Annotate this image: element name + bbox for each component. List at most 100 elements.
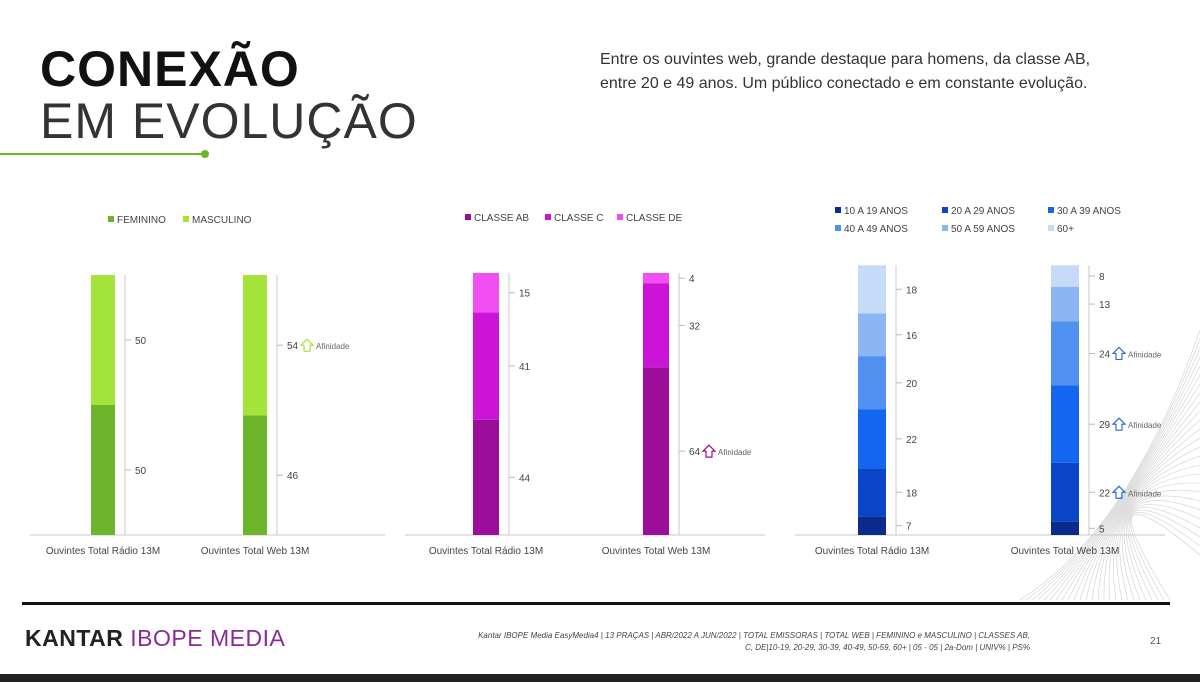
legend-swatch (1048, 225, 1054, 231)
legend-label: 30 A 39 ANOS (1057, 206, 1121, 217)
legend-label: 20 A 29 ANOS (951, 206, 1015, 217)
bar-segment (1051, 265, 1079, 287)
bar-segment (1051, 385, 1079, 463)
chart-3: 10 A 19 ANOS 20 A 29 ANOS 30 A 39 ANOS 40 A… (795, 206, 1165, 557)
legend-label: CLASSE C (554, 213, 603, 224)
accent-divider (0, 153, 205, 155)
accent-dot (201, 150, 209, 158)
decorative-line (1037, 356, 1200, 600)
source-note: Kantar IBOPE Media EasyMedia4 | 13 PRAÇA… (478, 631, 1030, 652)
kantar-logo: KANTAR IBOPE MEDIA (25, 625, 285, 652)
bottom-bar (0, 674, 1200, 682)
up-arrow-icon (1111, 417, 1127, 431)
annotation-label: Afinidade (1128, 489, 1162, 498)
chart-2: CLASSE AB CLASSE C CLASSE DE 44 41 15 Ouvintes… (405, 213, 765, 557)
legend-label: 50 A 59 ANOS (951, 224, 1015, 235)
up-arrow-icon (1111, 485, 1127, 499)
bar-segment (243, 415, 267, 535)
data-label: 16 (906, 331, 918, 342)
data-label: 24 (1099, 349, 1111, 360)
bar-segment (91, 275, 115, 405)
decorative-line (1103, 455, 1200, 600)
decorative-line (1091, 437, 1200, 600)
legend-swatch (835, 225, 841, 231)
bar-segment (1051, 462, 1079, 522)
decorative-line (1055, 383, 1200, 600)
legend-swatch (183, 216, 189, 222)
bar-segment (858, 265, 886, 314)
bar-segment (858, 356, 886, 410)
bar-segment (643, 273, 669, 284)
data-label: 50 (135, 336, 147, 347)
up-arrow-icon (701, 444, 717, 458)
data-label: 20 (906, 379, 918, 390)
annotation-label: Afinidade (1128, 421, 1162, 430)
bar-segment (1051, 321, 1079, 386)
data-label: 4 (689, 274, 695, 285)
category-label: Ouvintes Total Rádio 13M (429, 546, 543, 557)
legend-label: CLASSE DE (626, 213, 682, 224)
annotation-label: Afinidade (718, 448, 752, 457)
data-label: 32 (689, 321, 701, 332)
annotation-label: Afinidade (1128, 350, 1162, 359)
bar-segment (643, 367, 669, 535)
bar-segment (643, 283, 669, 368)
decorative-line (1079, 419, 1200, 600)
decorative-line (1031, 347, 1200, 600)
legend-label: FEMININO (117, 215, 166, 226)
data-label: 8 (1099, 272, 1105, 283)
footer-divider (22, 602, 1170, 605)
bar-segment (473, 419, 499, 535)
chart-1: FEMININO MASCULINO 50 50 Ouvintes Total Rádi… (30, 215, 385, 557)
legend-label: CLASSE AB (474, 213, 529, 224)
bar-segment (1051, 286, 1079, 322)
category-label: Ouvintes Total Rádio 13M (815, 546, 929, 557)
legend-label: 40 A 49 ANOS (844, 224, 908, 235)
legend-swatch (617, 214, 623, 220)
data-label: 13 (1099, 300, 1111, 311)
legend-label: MASCULINO (192, 215, 252, 226)
bar-segment (473, 312, 499, 420)
legend-swatch (835, 207, 841, 213)
up-arrow-icon (299, 338, 315, 352)
decorative-lines (1019, 329, 1200, 600)
decorative-line (1108, 464, 1200, 600)
legend-swatch (108, 216, 114, 222)
decorative-line (1113, 473, 1200, 600)
up-arrow-icon (1111, 346, 1127, 361)
intro-text: Entre os ouvintes web, grande destaque p… (600, 51, 1091, 92)
decorative-line (1127, 507, 1200, 600)
data-label: 22 (906, 435, 918, 446)
decorative-line (1131, 514, 1200, 600)
data-label: 46 (287, 471, 299, 482)
legend-swatch (465, 214, 471, 220)
data-label: 18 (906, 285, 918, 296)
decorative-line (1125, 504, 1200, 600)
page-title: CONEXÃO (40, 41, 300, 97)
data-label: 29 (1099, 420, 1111, 431)
data-label: 5 (1099, 524, 1105, 535)
data-label: 22 (1099, 488, 1111, 499)
page-subtitle: EM EVOLUÇÃO (40, 93, 418, 149)
legend-label: 10 A 19 ANOS (844, 206, 908, 217)
bar-segment (91, 405, 115, 535)
decorative-line (1116, 482, 1200, 600)
decorative-line (1019, 329, 1200, 600)
decorative-line (1085, 428, 1200, 600)
data-label: 18 (906, 488, 918, 499)
logo-kantar: KANTAR (25, 625, 124, 651)
data-label: 15 (519, 289, 531, 300)
annotation-label: Afinidade (316, 342, 350, 351)
decorative-line (1049, 374, 1200, 600)
page-number: 21 (1150, 636, 1162, 647)
decorative-line (1124, 500, 1200, 600)
legend-swatch (942, 207, 948, 213)
data-label: 44 (519, 473, 531, 484)
bar-segment (858, 313, 886, 357)
legend-label: 60+ (1057, 224, 1074, 235)
data-label: 50 (135, 466, 147, 477)
decorative-line (1097, 446, 1200, 600)
decorative-line (1043, 365, 1200, 600)
data-label: 41 (519, 362, 531, 373)
data-label: 64 (689, 447, 701, 458)
